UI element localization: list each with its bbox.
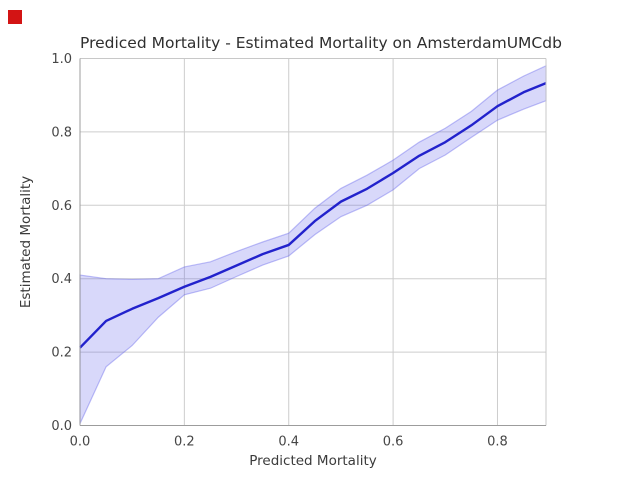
x-tick-label: 0.4 <box>278 435 299 450</box>
y-tick-label: 0.2 <box>51 346 72 361</box>
y-tick-label: 0.0 <box>51 419 72 434</box>
y-tick-label: 0.8 <box>51 125 72 140</box>
y-tick-labels: 0.0 0.2 0.4 0.6 0.8 1.0 <box>51 52 72 434</box>
x-tick-labels: 0.0 0.2 0.4 0.6 0.8 <box>70 435 508 450</box>
x-tick-label: 0.6 <box>383 435 404 450</box>
x-tick-label: 0.0 <box>70 435 91 450</box>
y-tick-label: 0.4 <box>51 272 72 287</box>
calibration-curve-line <box>79 81 547 349</box>
x-tick-label: 0.8 <box>487 435 508 450</box>
chart-title: Prediced Mortality - Estimated Mortality… <box>80 34 562 52</box>
y-tick-label: 1.0 <box>51 52 72 67</box>
red-marker <box>8 10 22 24</box>
y-axis-label: Estimated Mortality <box>18 175 34 309</box>
x-tick-label: 0.2 <box>174 435 195 450</box>
axes-spines <box>79 58 547 426</box>
confidence-band <box>79 64 547 424</box>
y-tick-label: 0.6 <box>51 199 72 214</box>
x-axis-label: Predicted Mortality <box>249 453 377 469</box>
